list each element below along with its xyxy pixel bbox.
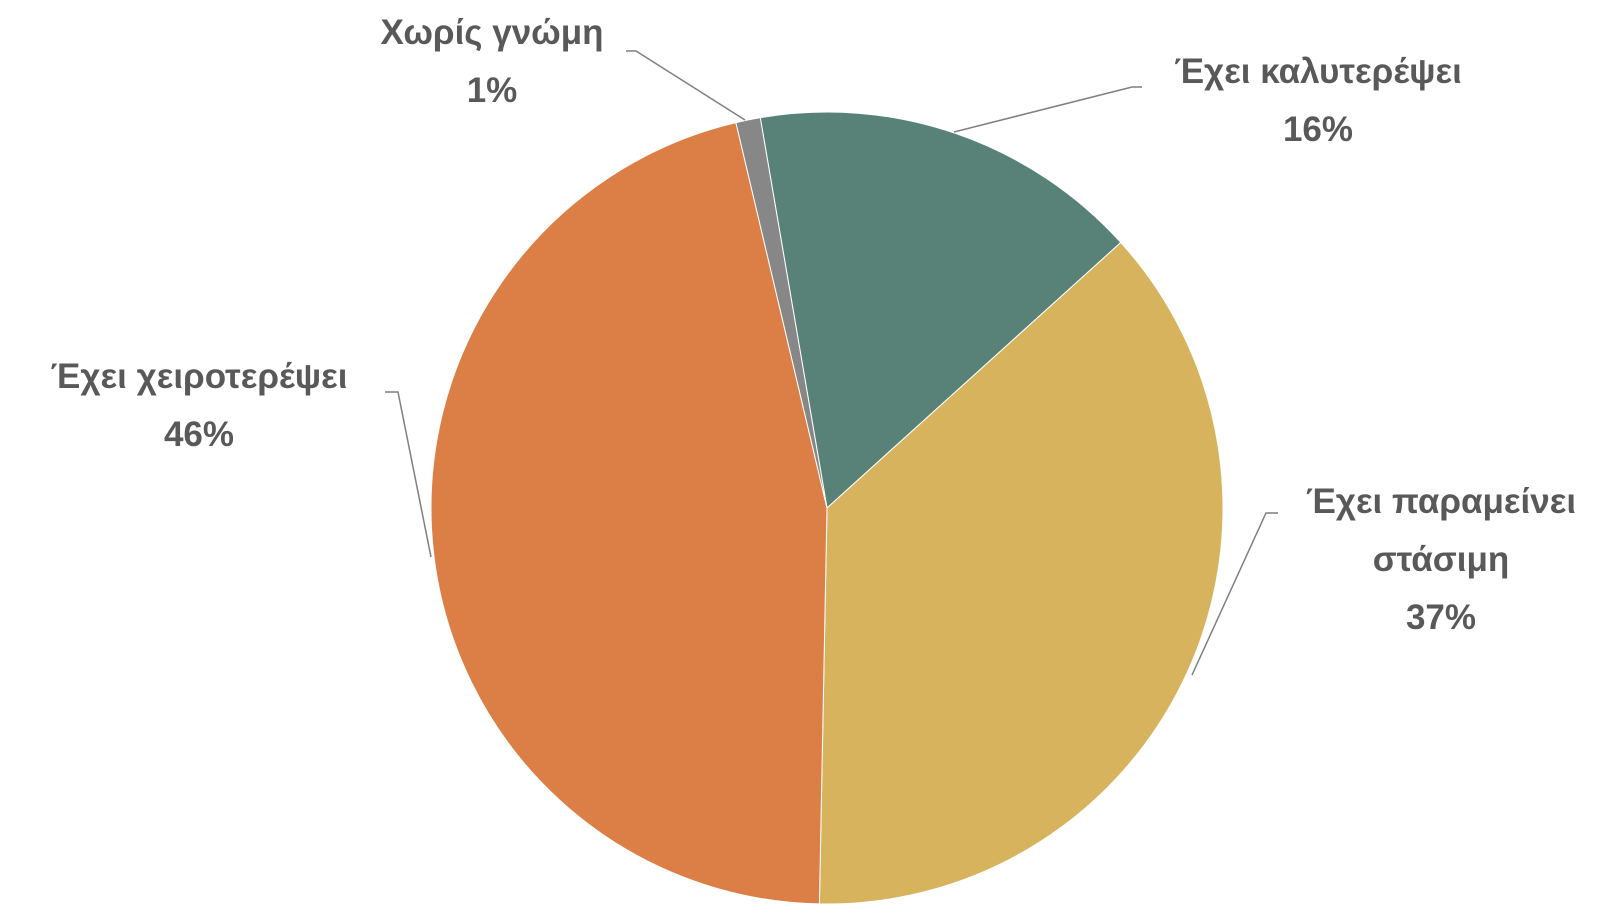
leader-lines bbox=[385, 50, 1278, 676]
leader-line bbox=[1191, 512, 1278, 676]
category-label: Έχει παραμείνει στάσιμη bbox=[1305, 482, 1577, 579]
leader-line bbox=[385, 391, 432, 558]
slice-label: Έχει παραμείνει στάσιμη 37% bbox=[1276, 473, 1606, 647]
slices bbox=[430, 111, 1224, 905]
value-label: 1% bbox=[466, 71, 518, 110]
value-label: 46% bbox=[163, 415, 235, 454]
category-label: Έχει χειροτερέψει bbox=[50, 357, 348, 396]
slice-label: Έχει καλυτερέψει 16% bbox=[1174, 43, 1462, 159]
value-label: 16% bbox=[1282, 110, 1354, 149]
value-label: 37% bbox=[1405, 598, 1477, 637]
pie-slice bbox=[759, 111, 1122, 509]
pie-slice bbox=[430, 122, 828, 905]
slice-label: Χωρίς γνώμη 1% bbox=[380, 4, 603, 120]
leader-line bbox=[626, 50, 746, 121]
pie-slice bbox=[818, 241, 1224, 905]
category-label: Έχει καλυτερέψει bbox=[1174, 52, 1462, 91]
pie-slice bbox=[735, 117, 828, 509]
slice-label: Έχει χειροτερέψει 46% bbox=[51, 348, 348, 464]
category-label: Χωρίς γνώμη bbox=[380, 13, 604, 52]
leader-line bbox=[953, 86, 1142, 133]
